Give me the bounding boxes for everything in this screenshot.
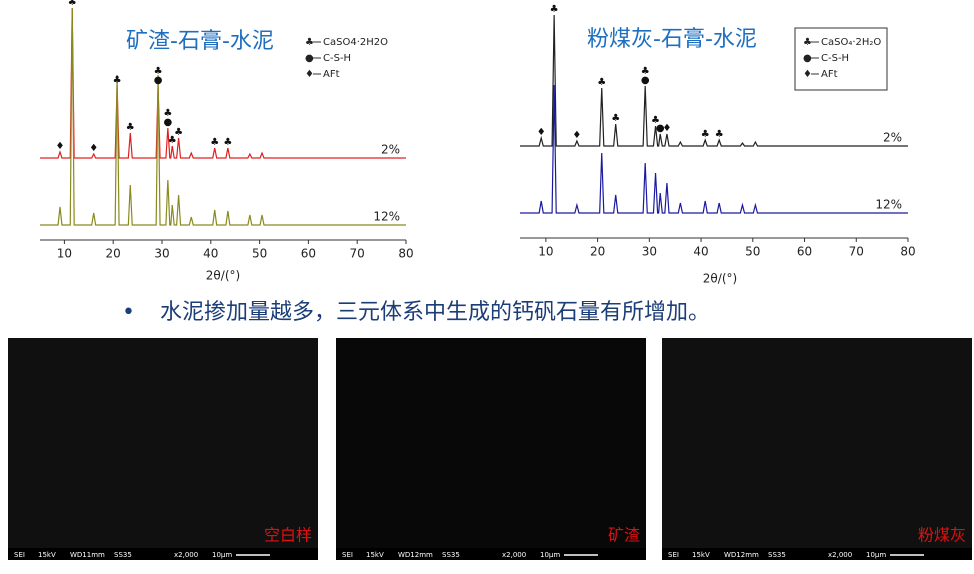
peak-symbol: ♣	[154, 66, 163, 77]
x-tick-label: 10	[538, 245, 553, 259]
x-tick-label: 30	[642, 245, 657, 259]
chart-title: 粉煤灰-石膏-水泥	[587, 27, 757, 52]
peak-symbol: ♦	[56, 141, 65, 152]
info-text: SS35	[442, 551, 460, 559]
x-tick-label: 20	[590, 245, 605, 259]
legend-symbol: ♦	[305, 69, 314, 80]
series-label: 12%	[373, 210, 400, 224]
info-text: 10μm	[540, 551, 560, 559]
peak-symbol: ●	[154, 75, 163, 86]
x-tick-label: 50	[252, 247, 267, 261]
peak-symbol: ♣	[126, 122, 135, 133]
sem-image	[8, 338, 318, 560]
info-text: x2,000	[828, 551, 852, 559]
x-tick-label: 30	[154, 247, 169, 261]
x-tick-label: 60	[797, 245, 812, 259]
info-text: WD12mm	[398, 551, 433, 559]
series-line	[520, 14, 908, 147]
legend-box	[794, 27, 888, 91]
info-text: SS35	[768, 551, 786, 559]
x-axis-label: 2θ/(°)	[206, 269, 240, 283]
peak-symbol: ♦	[572, 130, 581, 141]
legend-label: AFt	[821, 69, 838, 80]
x-tick-label: 40	[203, 247, 218, 261]
peak-symbol: ♦	[89, 143, 98, 154]
x-tick-label: 60	[301, 247, 316, 261]
info-text: 15kV	[692, 551, 710, 559]
info-bar	[662, 548, 972, 560]
legend-symbol: ●	[803, 53, 812, 64]
peak-symbol: ♣	[113, 75, 122, 86]
peak-symbol: ♣	[163, 108, 172, 119]
peak-symbol: ♣	[611, 113, 620, 124]
series-label: 2%	[381, 143, 400, 157]
legend-symbol: ♦	[803, 69, 812, 80]
info-text: 15kV	[366, 551, 384, 559]
peak-symbol: ♣	[223, 137, 232, 148]
info-text: SS35	[114, 551, 132, 559]
info-text: SEI	[14, 551, 25, 559]
x-tick-label: 20	[106, 247, 121, 261]
peak-symbol: ♦	[537, 127, 546, 138]
info-text: x2,000	[174, 551, 198, 559]
x-axis-label: 2θ/(°)	[703, 272, 737, 286]
info-text: SEI	[342, 551, 353, 559]
series-label: 12%	[875, 198, 902, 212]
info-text: WD12mm	[724, 551, 759, 559]
peak-symbol: ♣	[168, 135, 177, 146]
legend-symbol: ♣	[305, 37, 314, 48]
legend-label: CaSO4·2H2O	[323, 37, 388, 48]
x-tick-label: 70	[350, 247, 365, 261]
series-label: 2%	[883, 131, 902, 145]
series-line	[40, 7, 406, 159]
info-bar	[8, 548, 318, 560]
x-tick-label: 80	[398, 247, 413, 261]
peak-symbol: ♣	[550, 4, 559, 15]
legend-symbol: ●	[305, 53, 314, 64]
info-text: WD11mm	[70, 551, 105, 559]
info-bar	[336, 548, 646, 560]
legend-label: C-S-H	[821, 53, 849, 64]
peak-symbol: ♣	[651, 115, 660, 126]
info-text: x2,000	[502, 551, 526, 559]
x-tick-label: 10	[57, 247, 72, 261]
bullet-marker: •	[122, 300, 135, 325]
peak-symbol: ●	[656, 123, 665, 134]
series-line	[40, 7, 406, 226]
peak-symbol: ♣	[174, 127, 183, 138]
bullet-text: 水泥掺加量越多，三元体系中生成的钙矾石量有所增加。	[160, 300, 710, 325]
image-label: 粉煤灰	[918, 526, 966, 545]
chart-title: 矿渣-石膏-水泥	[126, 29, 274, 54]
x-tick-label: 50	[745, 245, 760, 259]
image-label: 空白样	[264, 526, 312, 545]
peak-symbol: ♣	[68, 0, 77, 8]
info-text: 10μm	[866, 551, 886, 559]
peak-symbol: ●	[641, 75, 650, 86]
image-label: 矿渣	[608, 526, 640, 545]
peak-symbol: ♦	[662, 123, 671, 134]
peak-symbol: ♣	[210, 137, 219, 148]
info-text: 15kV	[38, 551, 56, 559]
legend-symbol: ♣	[803, 37, 812, 48]
peak-symbol: ♣	[597, 77, 606, 88]
legend-label: AFt	[323, 69, 340, 80]
sem-image	[662, 338, 972, 560]
legend-label: CaSO₄·2H₂O	[821, 37, 881, 48]
info-text: SEI	[668, 551, 679, 559]
peak-symbol: ♣	[715, 129, 724, 140]
info-text: 10μm	[212, 551, 232, 559]
peak-symbol: ●	[163, 117, 172, 128]
x-tick-label: 40	[693, 245, 708, 259]
peak-symbol: ♣	[641, 66, 650, 77]
x-tick-label: 70	[849, 245, 864, 259]
series-line	[520, 84, 908, 214]
peak-symbol: ♣	[701, 129, 710, 140]
sem-image	[336, 338, 646, 560]
legend-label: C-S-H	[323, 53, 351, 64]
x-tick-label: 80	[900, 245, 915, 259]
